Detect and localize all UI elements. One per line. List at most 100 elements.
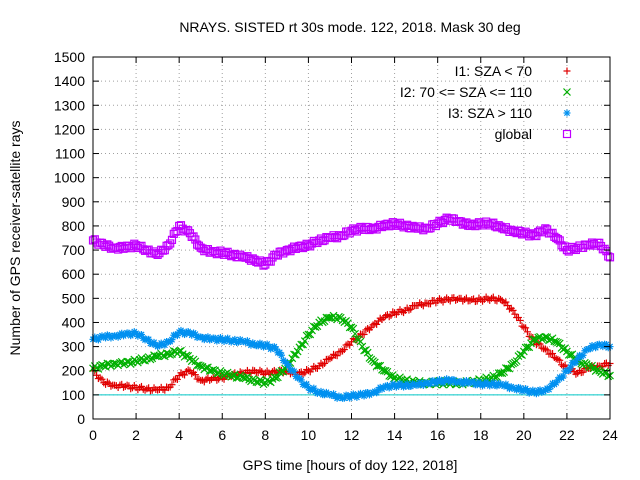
data-marker [311,323,320,332]
x-tick-label: 14 [387,427,403,443]
y-tick-label: 400 [62,314,86,330]
data-marker [525,343,534,352]
y-tick-label: 0 [77,411,85,427]
data-marker [554,338,562,347]
data-point [272,374,281,382]
x-tick-label: 24 [602,427,618,443]
x-tick-label: 8 [261,427,269,443]
data-marker [407,305,415,313]
legend-marker [562,129,572,139]
series-4 [88,213,615,270]
y-tick-label: 1300 [54,97,85,113]
data-marker [511,310,519,318]
data-marker [543,346,551,354]
data-marker [418,301,426,309]
x-tick-label: 22 [559,427,575,443]
data-marker [300,337,309,345]
y-tick-label: 1500 [54,49,85,65]
legend: I1: SZA < 70 I2: 70 <= SZA <= 110 I3: SZA … [400,63,572,142]
data-marker [319,361,327,369]
axis-ticks: 0 100 200 300 400 500 600 700 800 900 1000 1100 1200… [54,49,618,443]
data-marker [363,348,372,357]
data-marker [600,244,609,253]
series-1 [89,293,614,395]
x-tick-label: 18 [473,427,489,443]
data-marker [502,298,510,306]
data-marker [173,375,181,383]
data-marker [537,335,546,344]
data-marker [522,324,530,332]
data-marker [556,356,564,364]
data-marker [523,328,531,336]
data-marker [313,322,322,331]
data-marker [351,329,360,338]
legend-label: global [495,126,532,142]
data-marker [333,352,341,360]
y-tick-label: 900 [62,194,86,210]
data-marker [324,313,333,322]
x-tick-label: 12 [344,427,360,443]
data-marker [290,367,298,375]
legend-marker [563,88,571,96]
data-marker [346,341,354,349]
data-marker [98,375,106,383]
data-point [509,306,517,314]
data-marker [264,377,273,386]
data-marker [604,252,613,261]
y-tick-label: 100 [62,387,86,403]
data-marker [191,371,199,379]
data-marker [321,359,329,367]
data-point [99,361,108,370]
x-tick-label: 4 [175,427,183,443]
data-marker [360,346,368,355]
data-marker [94,375,102,383]
x-tick-label: 16 [430,427,446,443]
legend-marker [563,67,571,75]
data-marker [387,311,395,319]
y-axis-label: Number of GPS receiver-satellite rays [7,121,23,356]
data-marker [505,305,513,313]
y-tick-label: 700 [62,242,86,258]
data-marker [349,324,358,333]
data-marker [453,295,461,303]
y-tick-label: 600 [62,266,86,282]
data-marker [604,372,613,381]
series-marks [88,213,615,402]
data-point [552,355,560,363]
data-marker [579,368,587,376]
data-marker [167,235,177,244]
chart-title: NRAYS. SISTED rt 30s mode. 122, 2018. Ma… [179,19,520,35]
data-marker [549,350,557,358]
series-2 [89,311,614,389]
data-marker [340,346,348,354]
y-tick-label: 1200 [54,121,85,137]
x-tick-label: 10 [301,427,317,443]
y-tick-label: 200 [62,363,86,379]
legend-label: I2: 70 <= SZA <= 110 [400,84,532,100]
data-point [293,347,302,356]
series-3 [89,326,614,402]
data-marker [364,325,372,333]
y-tick-label: 300 [62,339,86,355]
data-marker [360,330,368,338]
x-tick-label: 6 [218,427,226,443]
data-marker [306,330,315,339]
x-tick-label: 20 [516,427,532,443]
x-tick-label: 2 [132,427,140,443]
legend-marker [563,109,571,117]
y-tick-label: 1000 [54,170,85,186]
data-marker [516,316,524,324]
data-marker [518,322,526,330]
y-tick-label: 1100 [55,146,85,162]
y-tick-label: 800 [62,218,86,234]
legend-label: I1: SZA < 70 [455,63,533,79]
data-marker [461,295,469,303]
data-marker [277,351,285,359]
data-marker [356,337,365,346]
data-marker [504,302,512,310]
y-tick-label: 500 [62,290,86,306]
data-marker [159,351,167,360]
data-marker [426,300,434,308]
legend-label: I3: SZA > 110 [448,105,532,121]
